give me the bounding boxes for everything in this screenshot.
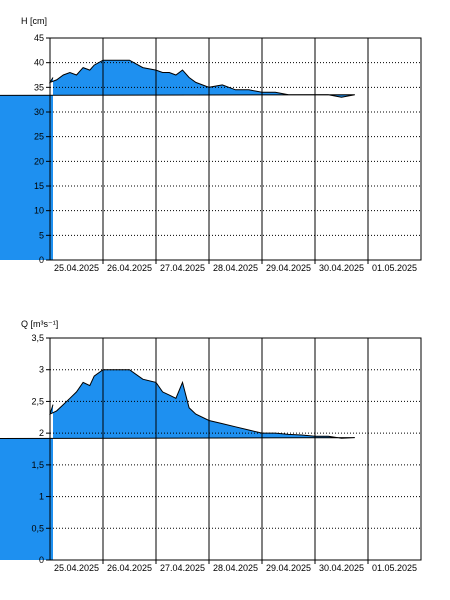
h-ytick-label: 10 bbox=[34, 206, 44, 216]
q-xtick-label: 25.04.2025 bbox=[54, 563, 99, 573]
q-ytick-label: 3 bbox=[39, 365, 44, 375]
q-area-fill bbox=[0, 369, 355, 560]
h-xtick-label: 28.04.2025 bbox=[213, 263, 258, 273]
h-area-fill bbox=[0, 60, 355, 260]
h-series-line bbox=[0, 59, 355, 98]
q-ytick-label: 3,5 bbox=[31, 333, 44, 343]
h-ytick-label: 30 bbox=[34, 107, 44, 117]
q-xtick-label: 29.04.2025 bbox=[266, 563, 311, 573]
q-plot-frame bbox=[49, 337, 422, 561]
h-ytick-label: 20 bbox=[34, 156, 44, 166]
q-ytick-label: 2 bbox=[39, 428, 44, 438]
q-xtick-label: 26.04.2025 bbox=[107, 563, 152, 573]
h-xtick-label: 25.04.2025 bbox=[54, 263, 99, 273]
q-xtick-label: 30.04.2025 bbox=[319, 563, 364, 573]
h-ytick-label: 35 bbox=[34, 82, 44, 92]
q-xtick-label: 28.04.2025 bbox=[213, 563, 258, 573]
h-ylabel: H [cm] bbox=[21, 16, 47, 26]
q-ytick-label: 1,5 bbox=[31, 460, 44, 470]
q-ytick-label: 1 bbox=[39, 492, 44, 502]
q-ytick-label: 2,5 bbox=[31, 396, 44, 406]
h-ytick-label: 0 bbox=[39, 255, 44, 265]
h-ytick-label: 5 bbox=[39, 230, 44, 240]
h-chart: 0 5 10 15 20 25 30 35 40 45 25.04.2025 26.04.2025 27… bbox=[0, 16, 422, 273]
h-xtick-label: 30.04.2025 bbox=[319, 263, 364, 273]
q-xtick-label: 27.04.2025 bbox=[160, 563, 205, 573]
q-ytick-label: 0,5 bbox=[31, 523, 44, 533]
h-xtick-label: 27.04.2025 bbox=[160, 263, 205, 273]
q-ylabel: Q [m³s⁻¹] bbox=[21, 319, 58, 329]
h-ytick-label: 15 bbox=[34, 181, 44, 191]
h-xtick-label: 26.04.2025 bbox=[107, 263, 152, 273]
q-series-line bbox=[0, 369, 355, 440]
h-plot-frame bbox=[49, 37, 422, 261]
q-ytick-label: 0 bbox=[39, 555, 44, 565]
h-ytick-label: 40 bbox=[34, 58, 44, 68]
h-xtick-label: 29.04.2025 bbox=[266, 263, 311, 273]
h-ytick-label: 25 bbox=[34, 132, 44, 142]
q-xtick-label: 01.05.2025 bbox=[372, 563, 417, 573]
h-ytick-label: 45 bbox=[34, 33, 44, 43]
q-chart: 0 0,5 1 1,5 2 2,5 3 3,5 25.04.2025 26.04.2025 27.0… bbox=[0, 319, 422, 573]
h-xtick-label: 01.05.2025 bbox=[372, 263, 417, 273]
